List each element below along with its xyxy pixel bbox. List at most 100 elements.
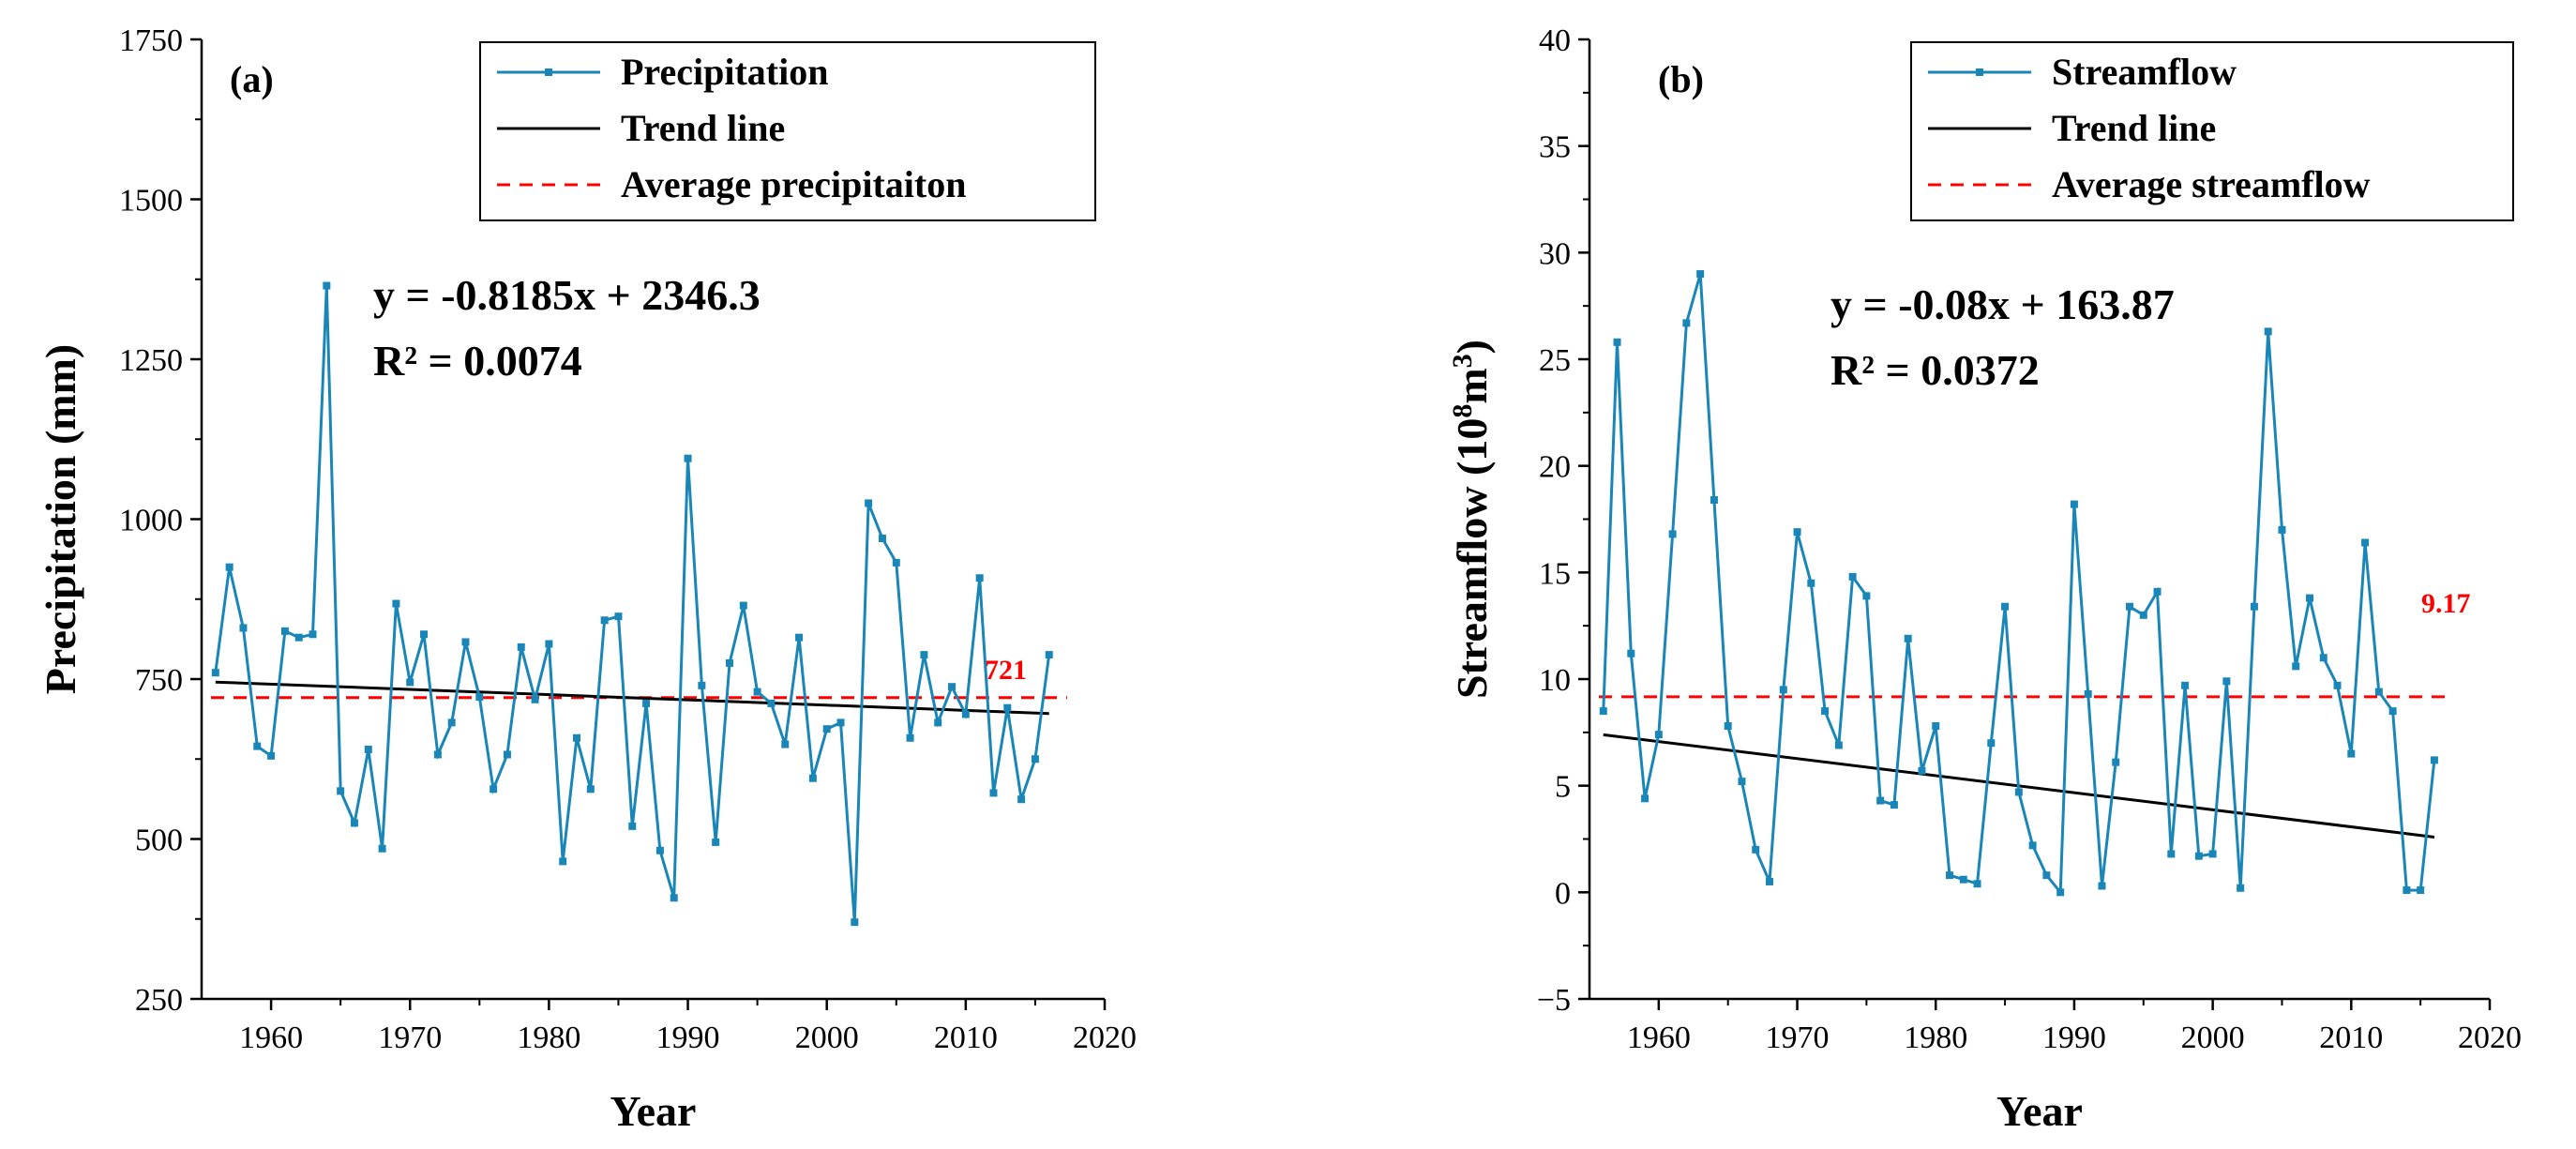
y-axis-title-part: ) xyxy=(1448,340,1496,354)
y-tick-label: 30 xyxy=(1539,236,1571,271)
y-tick-label: 25 xyxy=(1539,343,1571,378)
data-point xyxy=(267,751,276,760)
y-tick-label: 40 xyxy=(1539,23,1571,58)
y-axis-title-part: Streamflow (10 xyxy=(1448,418,1496,699)
data-point xyxy=(1752,845,1760,854)
data-point xyxy=(378,844,386,853)
legend-label: Precipitation xyxy=(621,51,828,93)
data-point xyxy=(1932,722,1940,731)
y-tick-label: 0 xyxy=(1555,876,1571,911)
data-point xyxy=(2388,707,2397,716)
data-point xyxy=(836,718,845,727)
data-point xyxy=(364,746,372,754)
data-point xyxy=(337,787,345,795)
data-point xyxy=(1017,795,1026,804)
data-point xyxy=(420,630,429,639)
panel-label: (b) xyxy=(1658,58,1704,100)
data-point xyxy=(698,681,706,689)
data-point xyxy=(1613,338,1621,346)
legend-label: Average streamflow xyxy=(2052,163,2371,205)
data-point xyxy=(1793,528,1801,537)
data-point xyxy=(865,499,873,507)
y-tick-label: 500 xyxy=(135,824,183,858)
data-point xyxy=(934,718,942,727)
data-point xyxy=(795,633,804,642)
data-point xyxy=(1904,634,1912,643)
data-point xyxy=(2028,841,2037,850)
x-tick-label: 2010 xyxy=(934,1020,998,1055)
legend-label: Trend line xyxy=(621,107,785,149)
x-tick-label: 1970 xyxy=(1766,1020,1830,1055)
data-point xyxy=(2333,681,2342,689)
data-point xyxy=(684,454,692,462)
data-point xyxy=(851,918,859,927)
data-point xyxy=(2126,602,2133,611)
data-point xyxy=(739,601,747,610)
data-point xyxy=(447,718,456,727)
legend-label: Average precipitaiton xyxy=(621,163,966,205)
data-point xyxy=(642,699,651,707)
data-point xyxy=(2361,538,2370,547)
data-point xyxy=(2347,749,2356,758)
data-point xyxy=(294,633,303,642)
data-point xyxy=(225,563,233,571)
y-tick-label: 20 xyxy=(1539,450,1571,485)
data-point xyxy=(2319,654,2327,662)
data-point xyxy=(2139,611,2147,619)
y-tick-label: 15 xyxy=(1539,556,1571,591)
x-tick-label: 2010 xyxy=(2319,1020,2383,1055)
chart-panel-a: 250 500 750 1000 1250 1500 1750 1960 1970 1980 199… xyxy=(37,23,1137,1135)
y-tick-label: 1750 xyxy=(119,23,183,58)
data-point xyxy=(670,894,678,902)
data-point xyxy=(878,534,886,542)
data-point xyxy=(211,669,219,677)
data-point xyxy=(948,683,957,691)
data-point xyxy=(2181,681,2190,689)
x-tick-label: 1990 xyxy=(656,1020,720,1055)
data-point xyxy=(323,281,331,290)
trend-equation: y = -0.8185x + 2346.3 xyxy=(373,271,761,319)
data-point xyxy=(280,627,289,635)
data-point xyxy=(628,822,637,830)
data-point xyxy=(2403,886,2411,895)
data-point xyxy=(712,838,720,846)
data-point xyxy=(920,651,928,659)
x-tick-label: 1960 xyxy=(1627,1020,1691,1055)
data-point xyxy=(1738,778,1746,786)
y-tick-label: 1000 xyxy=(119,504,183,538)
data-point xyxy=(2014,788,2023,796)
legend-label: Trend line xyxy=(2052,107,2216,149)
data-point xyxy=(1696,270,1705,279)
data-point xyxy=(808,774,817,782)
x-tick-label: 1990 xyxy=(2042,1020,2106,1055)
data-point xyxy=(239,624,248,632)
legend-label: Streamflow xyxy=(2052,51,2237,93)
data-point xyxy=(1807,579,1815,587)
y-axis-title-part: 8 xyxy=(1447,404,1478,418)
data-point xyxy=(1682,319,1691,327)
data-point xyxy=(559,857,567,866)
r-squared: R² = 0.0372 xyxy=(1830,346,2040,394)
data-point xyxy=(2056,888,2065,897)
data-point xyxy=(600,616,609,625)
data-point xyxy=(2208,850,2217,858)
x-axis-title: Year xyxy=(1996,1087,2083,1135)
y-axis-title: Streamflow (108m3) xyxy=(1447,340,1496,699)
data-point xyxy=(1848,572,1857,581)
data-point xyxy=(2278,525,2286,534)
data-point xyxy=(490,785,498,794)
x-tick-label: 1980 xyxy=(517,1020,580,1055)
y-axis-title: Precipitation (mm) xyxy=(37,344,84,694)
data-point xyxy=(545,640,553,648)
data-point xyxy=(2222,677,2231,686)
data-point xyxy=(2001,602,2010,611)
data-point xyxy=(1641,794,1650,803)
data-point xyxy=(2167,850,2176,858)
data-point xyxy=(586,785,595,794)
data-point xyxy=(475,693,484,702)
data-point xyxy=(517,643,525,651)
data-point xyxy=(2042,871,2051,880)
data-point xyxy=(989,789,998,797)
data-point xyxy=(2292,662,2300,671)
average-value-label: 9.17 xyxy=(2421,588,2471,619)
